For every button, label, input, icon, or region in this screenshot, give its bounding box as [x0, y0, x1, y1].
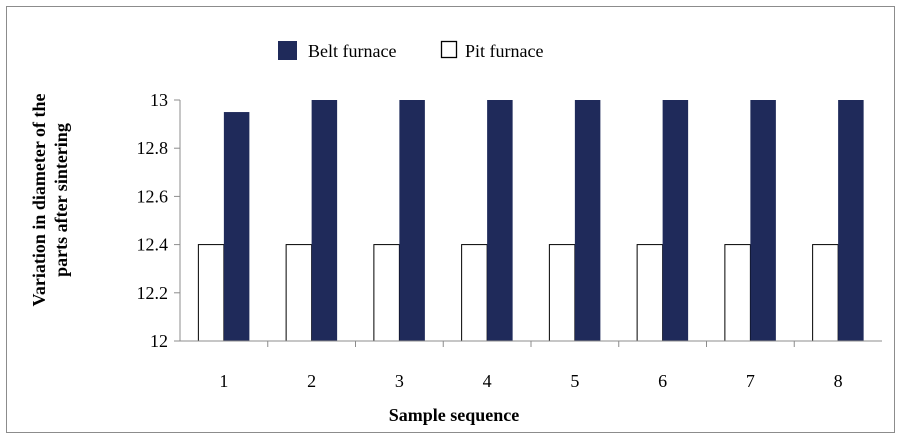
- y-axis-title: Variation in diameter of the parts after…: [29, 94, 71, 307]
- y-tick-label: 12: [150, 331, 168, 351]
- bar-belt-furnace: [311, 100, 338, 341]
- y-axis-ticks: 12 12.2 12.4 12.6 12.8 13: [137, 90, 180, 351]
- y-tick-label: 12.4: [137, 235, 169, 255]
- y-axis-title-line-2: parts after sintering: [51, 123, 71, 277]
- y-axis-title-line-1: Variation in diameter of the: [29, 94, 49, 307]
- y-tick-label: 12.2: [137, 283, 169, 303]
- x-axis-title: Sample sequence: [389, 405, 520, 425]
- bar-belt-furnace: [838, 100, 864, 341]
- x-tick-label: 8: [834, 371, 843, 391]
- x-tick-label: 3: [395, 371, 404, 391]
- bar-pit-furnace: [461, 244, 488, 342]
- x-tick-label: 5: [570, 371, 579, 391]
- chart-frame: [6, 6, 895, 433]
- x-tick-label: 7: [746, 371, 755, 391]
- x-tick-label: 1: [219, 371, 228, 391]
- legend-swatch-belt-furnace: [278, 41, 297, 60]
- legend-label-belt-furnace: Belt furnace: [308, 41, 396, 61]
- bar-pit-furnace: [285, 244, 313, 342]
- bar-belt-furnace: [487, 100, 513, 341]
- legend-label-pit-furnace: Pit furnace: [465, 41, 543, 61]
- bar-belt-furnace: [574, 100, 601, 341]
- x-tick-label: 2: [307, 371, 316, 391]
- bar-pit-furnace: [548, 244, 576, 342]
- bar-pit-furnace: [724, 244, 751, 342]
- legend-swatch-pit-furnace: [440, 40, 458, 59]
- bar-belt-furnace: [750, 100, 776, 341]
- bar-belt-furnace: [223, 112, 250, 341]
- bar-belt-furnace: [399, 100, 425, 341]
- bars: [197, 100, 864, 342]
- bar-pit-furnace: [636, 244, 664, 342]
- bar-pit-furnace: [197, 244, 225, 342]
- bar-pit-furnace: [373, 244, 400, 342]
- legend: Belt furnace Pit furnace: [278, 40, 543, 61]
- bar-pit-furnace: [812, 244, 839, 342]
- x-tick-label: 4: [483, 371, 492, 391]
- y-tick-label: 12.8: [137, 138, 169, 158]
- y-tick-label: 12.6: [137, 186, 169, 206]
- y-tick-label: 13: [150, 90, 168, 110]
- x-axis-ticks: 1 2 3 4 5 6 7 8: [219, 341, 843, 391]
- bar-belt-furnace: [662, 100, 689, 341]
- x-tick-label: 6: [658, 371, 667, 391]
